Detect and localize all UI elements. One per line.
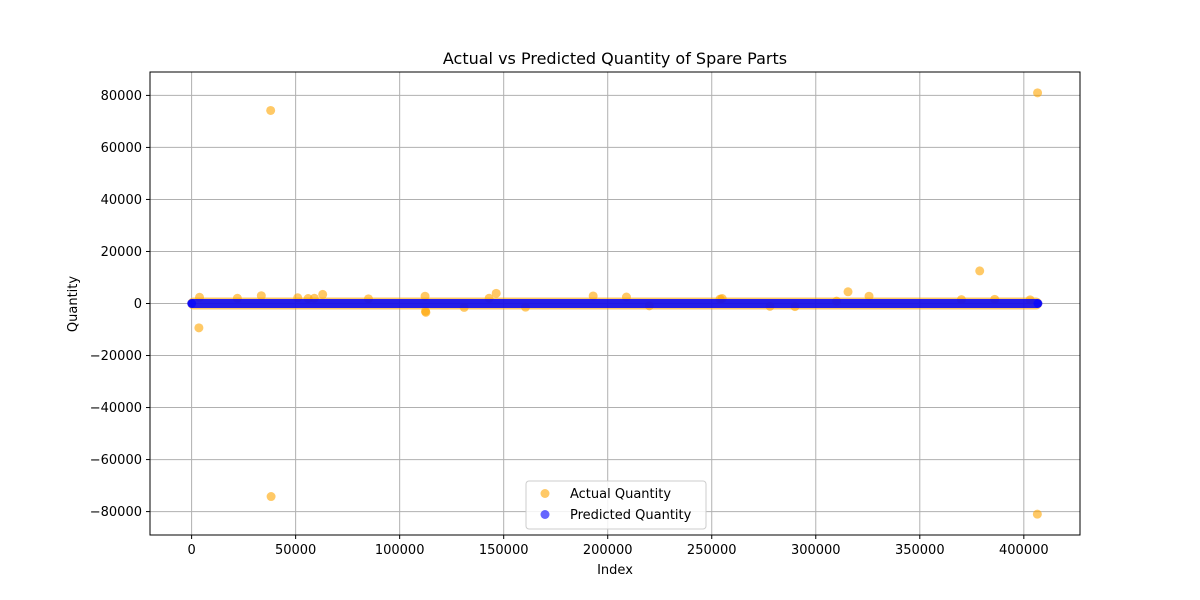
actual-point <box>266 492 276 502</box>
predicted-dense-band <box>187 299 1042 308</box>
y-tick-label: 20000 <box>101 245 142 260</box>
legend-box <box>525 480 707 530</box>
y-tick-label: −40000 <box>90 401 142 416</box>
x-tick-label: 0 <box>187 543 195 558</box>
actual-point <box>1033 88 1043 98</box>
y-tick-label: 60000 <box>101 141 142 156</box>
x-tick-label: 250000 <box>687 543 737 558</box>
actual-point <box>420 291 430 301</box>
y-tick-label: 80000 <box>101 89 142 104</box>
y-tick-label: −80000 <box>90 505 142 520</box>
y-axis-ticks: −80000 −60000 −40000 −20000 0 20000 40000 60000… <box>90 89 150 520</box>
actual-point <box>588 291 598 301</box>
actual-point <box>266 105 276 115</box>
legend-marker-actual <box>540 489 550 498</box>
x-tick-label: 400000 <box>999 543 1049 558</box>
actual-point <box>318 289 328 299</box>
chart-title: Actual vs Predicted Quantity of Spare Pa… <box>443 49 787 68</box>
actual-point <box>975 266 985 276</box>
actual-point <box>864 291 874 301</box>
x-tick-label: 350000 <box>895 543 945 558</box>
legend: Actual Quantity Predicted Quantity <box>525 480 707 530</box>
x-tick-label: 100000 <box>375 543 425 558</box>
x-tick-label: 300000 <box>791 543 841 558</box>
actual-point <box>1032 509 1042 519</box>
predicted-series-band <box>187 299 1043 308</box>
y-tick-label: 40000 <box>101 193 142 208</box>
actual-point <box>194 323 204 333</box>
x-tick-label: 150000 <box>479 543 529 558</box>
x-axis-ticks: 0 50000 100000 150000 200000 250000 300000 3500… <box>187 535 1049 558</box>
actual-point <box>491 288 501 298</box>
legend-label-actual: Actual Quantity <box>570 487 671 502</box>
predicted-point <box>187 299 197 308</box>
actual-point <box>256 291 266 301</box>
y-tick-label: 0 <box>134 297 142 312</box>
y-axis-label: Quantity <box>66 276 81 332</box>
actual-point <box>843 287 853 297</box>
y-tick-label: −20000 <box>90 349 142 364</box>
actual-point <box>421 307 431 317</box>
y-tick-label: −60000 <box>90 453 142 468</box>
x-tick-label: 50000 <box>275 543 316 558</box>
legend-marker-predicted <box>540 510 550 519</box>
legend-label-predicted: Predicted Quantity <box>570 508 692 523</box>
x-tick-label: 200000 <box>583 543 633 558</box>
predicted-point <box>1033 299 1043 308</box>
x-axis-label: Index <box>597 563 633 578</box>
